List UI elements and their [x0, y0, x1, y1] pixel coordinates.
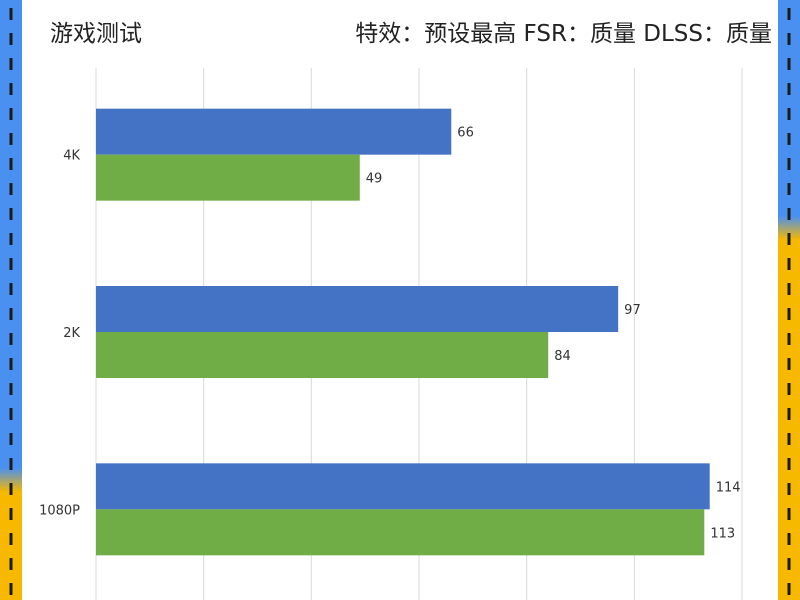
data-label: 113 [710, 526, 735, 541]
bar [96, 154, 360, 201]
bar [96, 509, 705, 556]
chart-header: 游戏测试 特效：预设最高 FSR：质量 DLSS：质量 [22, 0, 778, 62]
data-label: 97 [624, 303, 641, 318]
settings-caption: 特效：预设最高 FSR：质量 DLSS：质量 [355, 21, 772, 47]
bar [96, 108, 452, 155]
data-label: 66 [457, 126, 474, 141]
page-title: 游戏测试 [50, 21, 142, 47]
right-border-decoration [778, 0, 800, 600]
bar [96, 332, 549, 378]
category-label: 4K [63, 149, 80, 164]
left-border-decoration [0, 0, 22, 600]
category-label: 1080P [39, 503, 80, 518]
bar [96, 286, 619, 332]
data-label: 84 [554, 349, 571, 364]
data-label: 114 [716, 480, 741, 495]
category-label: 2K [63, 326, 80, 341]
bar [96, 463, 710, 510]
data-label: 49 [366, 172, 383, 187]
